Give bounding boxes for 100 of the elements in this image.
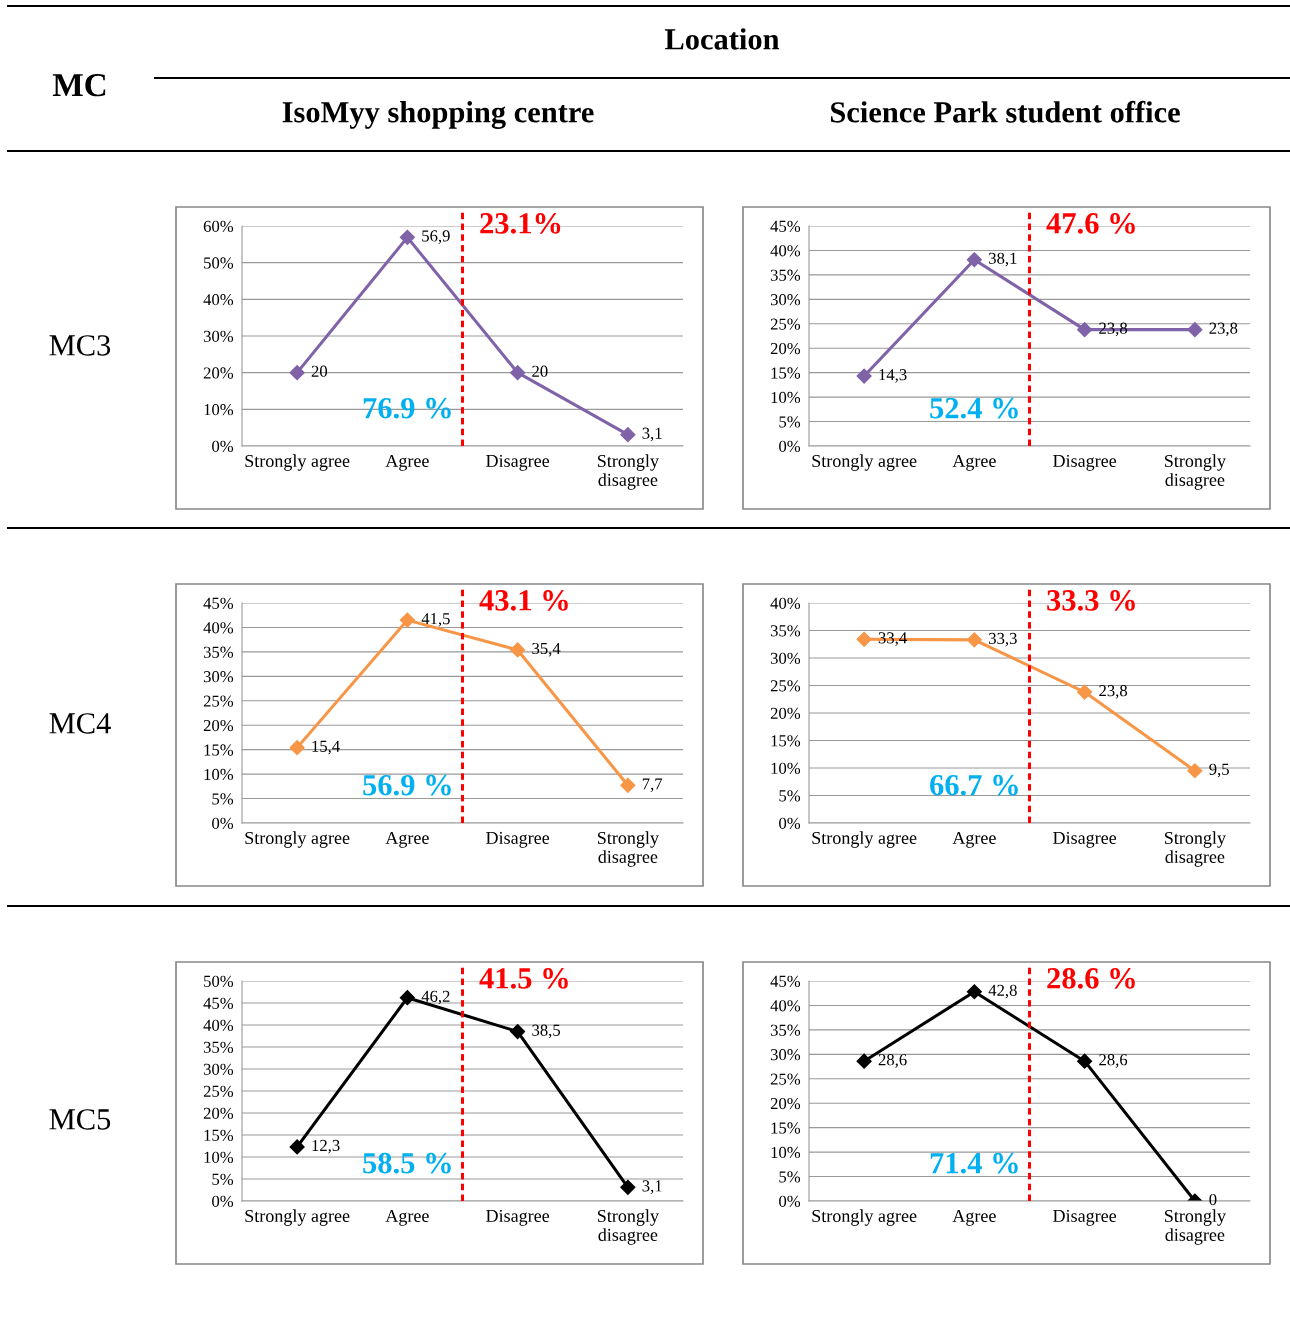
data-label: 35,4 — [532, 642, 561, 657]
data-label: 42,8 — [988, 984, 1017, 999]
y-tick-label: 30% — [203, 671, 234, 683]
y-tick-label: 20% — [770, 1097, 801, 1110]
data-label: 28,6 — [878, 1054, 907, 1068]
point — [966, 984, 982, 1000]
y-tick-label: 35% — [203, 1041, 234, 1053]
y-tick-label: 5% — [212, 1173, 234, 1185]
y-tick-label: 40% — [203, 1019, 234, 1031]
annotation: 71.4 % — [930, 1152, 1018, 1174]
y-tick-label: 25% — [203, 1085, 234, 1097]
point — [620, 427, 636, 443]
x-tick-label: Agree — [385, 454, 429, 471]
x-tick-label: Disagree — [486, 454, 550, 471]
data-label: 20 — [311, 365, 328, 377]
y-tick-label: 40% — [770, 1000, 801, 1012]
data-label: 14,3 — [879, 369, 907, 383]
point — [856, 631, 872, 647]
y-tick-label: 20% — [770, 342, 801, 355]
y-tick-label: 30% — [770, 652, 801, 664]
x-tick-label: Disagree — [1053, 1209, 1117, 1226]
y-tick-label: 0% — [779, 817, 801, 829]
annotation: 41.5 % — [479, 968, 568, 989]
point — [620, 1179, 636, 1195]
annotation: 47.6 % — [1046, 213, 1135, 234]
point — [289, 1139, 305, 1155]
x-tick-label: Strongly agree — [812, 1209, 917, 1226]
y-tick-label: 0% — [779, 440, 801, 452]
y-tick-label: 45% — [770, 220, 801, 232]
y-tick-label: 45% — [203, 997, 234, 1009]
annotation: 56.9 % — [363, 774, 451, 796]
point — [1077, 322, 1093, 338]
x-tick-label: Disagree — [1053, 454, 1117, 471]
y-tick-label: 30% — [770, 1049, 801, 1061]
x-tick-label: Agree — [952, 1209, 996, 1226]
text: MC3 — [49, 335, 111, 356]
y-tick-label: 5% — [779, 1171, 801, 1183]
x-tick-label: Strongly disagree — [597, 831, 659, 867]
x-tick-label: Strongly agree — [812, 454, 917, 471]
y-tick-label: 40% — [203, 294, 234, 306]
annotation: 58.5 % — [363, 1152, 451, 1174]
x-tick-label: Strongly disagree — [1164, 1209, 1226, 1245]
data-label: 38,5 — [532, 1024, 561, 1039]
x-tick-label: Strongly disagree — [597, 1209, 659, 1245]
text: MC5 — [49, 1109, 111, 1130]
y-tick-label: 30% — [203, 1063, 234, 1075]
text: Location — [664, 28, 780, 50]
y-tick-label: 10% — [771, 1146, 801, 1159]
data-label: 7,7 — [642, 778, 663, 792]
data-label: 56,9 — [422, 230, 450, 244]
y-tick-label: 15% — [204, 744, 234, 756]
point — [966, 252, 982, 268]
text: Science Park student office — [830, 100, 1180, 123]
y-tick-label: 45% — [203, 597, 234, 609]
y-tick-label: 50% — [204, 257, 234, 269]
y-tick-label: 20% — [203, 1107, 234, 1119]
data-label: 38,1 — [989, 252, 1017, 267]
annotation: 52.4 % — [930, 397, 1018, 419]
point — [1077, 1053, 1093, 1069]
y-tick-label: 60% — [203, 220, 234, 232]
y-tick-label: 35% — [770, 1024, 801, 1036]
data-label: 23,8 — [1099, 685, 1128, 699]
y-tick-label: 0% — [212, 1195, 234, 1207]
x-tick-label: Agree — [952, 454, 996, 471]
point — [510, 1024, 526, 1040]
point — [856, 368, 872, 384]
text: MC4 — [49, 713, 111, 734]
point — [966, 632, 982, 648]
data-label: 20 — [532, 365, 548, 377]
y-tick-label: 5% — [779, 416, 801, 428]
y-tick-label: 30% — [203, 330, 234, 342]
y-tick-label: 0% — [212, 817, 234, 829]
data-label: 33,3 — [989, 632, 1017, 647]
x-tick-label: Agree — [385, 831, 429, 848]
y-tick-label: 25% — [770, 680, 801, 692]
y-tick-label: 40% — [203, 622, 234, 634]
x-tick-label: Strongly disagree — [1164, 831, 1226, 867]
x-tick-label: Strongly agree — [245, 831, 350, 848]
y-tick-label: 35% — [770, 625, 801, 637]
data-label: 28,6 — [1099, 1054, 1128, 1068]
data-label: 0 — [1209, 1193, 1217, 1206]
annotation: 66.7 % — [930, 774, 1018, 796]
y-tick-label: 40% — [770, 597, 801, 609]
point — [856, 1053, 872, 1069]
y-tick-label: 15% — [771, 367, 801, 379]
x-tick-label: Agree — [952, 831, 996, 848]
y-tick-label: 15% — [771, 735, 801, 747]
point — [289, 365, 305, 381]
x-tick-label: Disagree — [486, 831, 550, 848]
point — [1077, 684, 1093, 700]
x-tick-label: Disagree — [1053, 831, 1117, 848]
data-label: 3,1 — [642, 427, 662, 442]
point — [399, 990, 415, 1006]
x-tick-label: Disagree — [486, 1209, 550, 1226]
y-tick-label: 25% — [770, 318, 801, 330]
y-tick-label: 40% — [770, 245, 801, 257]
point — [1187, 322, 1203, 338]
data-label: 15,4 — [312, 740, 340, 755]
x-tick-label: Strongly disagree — [1164, 454, 1226, 490]
y-tick-label: 10% — [204, 768, 234, 781]
